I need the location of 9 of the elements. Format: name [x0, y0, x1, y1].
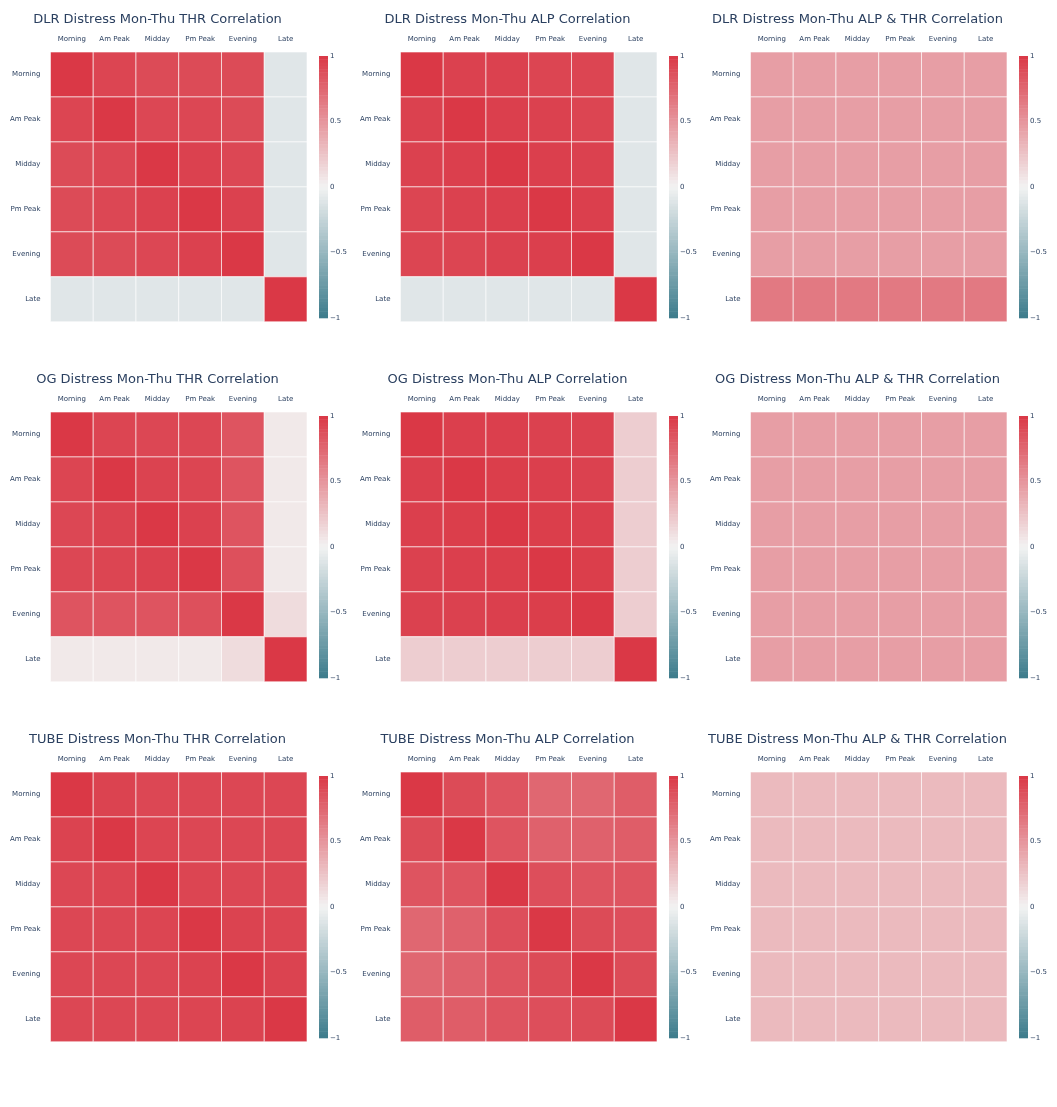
- chart-title: OG Distress Mon-Thu ALP Correlation: [387, 371, 628, 387]
- chart-title: DLR Distress Mon-Thu ALP Correlation: [384, 11, 631, 27]
- chart-title: TUBE Distress Mon-Thu ALP & THR Correlation: [707, 731, 1007, 747]
- chart-title: DLR Distress Mon-Thu THR Correlation: [33, 11, 282, 27]
- chart-title: OG Distress Mon-Thu THR Correlation: [36, 371, 279, 387]
- chart-title: TUBE Distress Mon-Thu ALP Correlation: [379, 731, 635, 747]
- chart-title: OG Distress Mon-Thu ALP & THR Correlation: [714, 371, 1001, 387]
- chart-title: TUBE Distress Mon-Thu THR Correlation: [28, 731, 286, 747]
- chart-title: DLR Distress Mon-Thu ALP & THR Correlation: [711, 11, 1004, 27]
